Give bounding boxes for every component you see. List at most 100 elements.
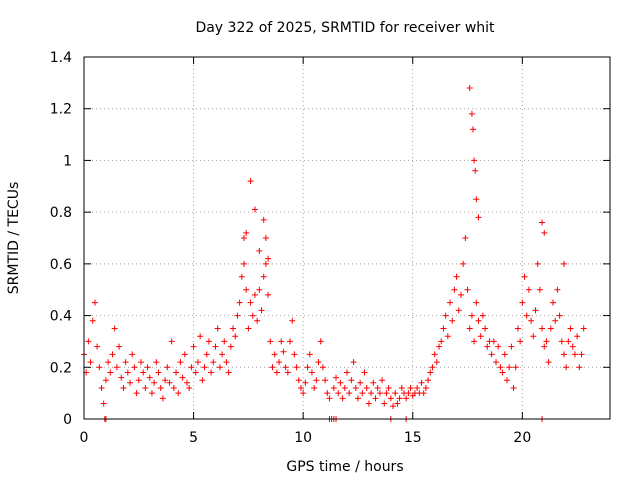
data-point [319,364,326,371]
data-point [135,377,142,384]
y-tick-label: 1.4 [50,50,72,66]
data-point [381,400,388,407]
data-point [536,286,543,293]
data-point [368,390,375,397]
y-tick-label: 0.8 [50,205,72,221]
data-point [142,384,149,391]
data-point [556,312,563,319]
data-point [265,255,272,262]
data-point [357,379,364,386]
data-point [484,343,491,350]
data-point [337,379,344,386]
data-point [407,384,414,391]
data-point [289,317,296,324]
data-point [420,390,427,397]
data-point [425,377,432,384]
data-point [175,390,182,397]
data-point [262,235,269,241]
data-point [162,377,169,384]
data-point [166,379,173,386]
data-point [475,317,482,324]
data-point [508,343,515,350]
data-point [374,384,381,391]
data-point [153,359,160,366]
data-point [194,359,201,366]
data-point [91,299,98,306]
data-point [466,85,473,92]
data-point [271,351,278,358]
data-point [383,390,390,397]
data-point [365,400,372,407]
y-tick-label: 1.2 [50,102,72,118]
data-point [475,214,482,221]
data-point [532,307,539,314]
data-point [236,299,243,306]
data-point [243,229,250,236]
data-point [477,333,484,340]
data-point [267,338,274,345]
data-point [137,359,144,366]
data-point [510,384,517,391]
data-point [447,299,454,306]
data-point [438,338,445,345]
data-point [350,359,357,366]
data-point [473,299,480,306]
data-point [335,390,342,397]
data-point [278,338,285,345]
data-point [558,338,565,345]
y-tick-label: 1 [63,153,72,169]
data-point [534,260,541,267]
data-point [256,247,263,254]
data-point [578,351,585,358]
data-point [157,384,164,391]
data-point [273,369,280,376]
data-point [260,216,267,223]
data-point [227,343,234,350]
data-point [427,369,434,376]
data-point [390,403,397,410]
data-point [495,343,502,350]
data-point [418,379,425,386]
data-point [234,312,241,319]
data-point [269,364,276,371]
data-point [280,348,287,355]
data-point [111,325,118,332]
data-point [436,343,443,350]
data-point [394,400,401,407]
data-point [282,364,289,371]
data-point [503,377,510,384]
data-point [431,351,438,358]
grid-layer [84,57,610,419]
data-point [230,325,237,332]
data-point [387,395,394,402]
plot-frame [83,56,611,420]
x-axis-label: GPS time / hours [286,459,403,475]
data-point [284,369,291,376]
data-point [214,325,221,332]
data-point [519,299,526,306]
data-point [326,395,333,402]
data-point [530,333,537,340]
data-point [468,312,475,319]
data-point [184,379,191,386]
data-point [276,359,283,366]
data-point [181,351,188,358]
data-point [379,377,386,384]
data-point [552,317,559,324]
y-tick-label: 0.2 [50,360,72,376]
data-point [116,343,123,350]
data-point [148,390,155,397]
data-point [102,377,109,384]
data-point [173,369,180,376]
data-point [493,359,500,366]
data-point [468,110,475,117]
data-point [514,325,521,332]
data-point [363,384,370,391]
marks-layer [81,85,587,422]
data-point [547,325,554,332]
data-point [563,364,570,371]
data-point [210,359,217,366]
data-point [260,273,267,280]
data-point [455,307,462,314]
